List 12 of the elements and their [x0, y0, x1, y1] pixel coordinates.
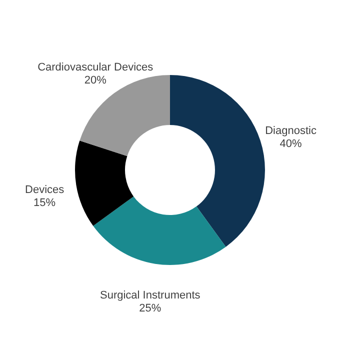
data-label: 25%: [139, 302, 162, 314]
slice-label: Cardiovascular Devices: [38, 61, 154, 74]
donut-slice: [170, 75, 265, 247]
slice-label: Surgical Instruments: [100, 289, 201, 302]
donut-slice: [75, 140, 134, 226]
data-label: 15%: [34, 196, 56, 209]
slice-label: Devices: [25, 184, 65, 196]
donut-slice: [80, 75, 170, 156]
slice-label: Diagnostic: [265, 124, 317, 137]
data-label: 40%: [280, 138, 302, 150]
donut-slice: [93, 196, 226, 265]
data-label: 20%: [84, 74, 107, 86]
